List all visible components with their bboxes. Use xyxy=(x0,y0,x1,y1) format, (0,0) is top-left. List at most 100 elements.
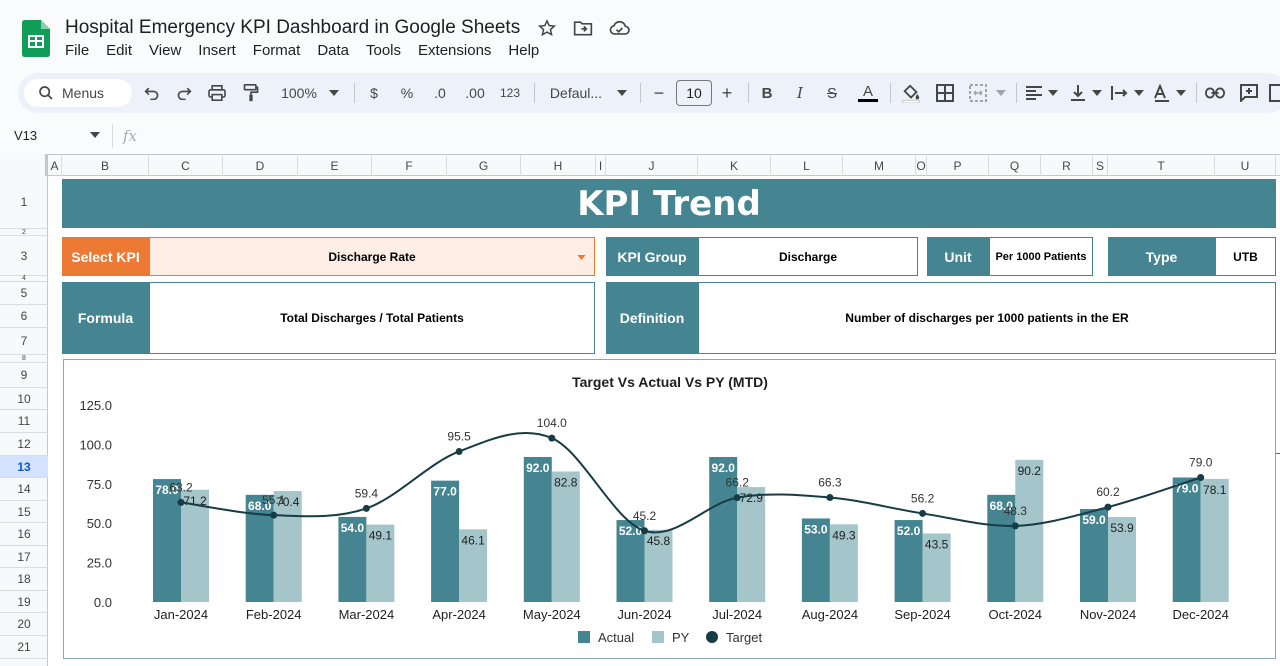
column-header[interactable]: L xyxy=(771,155,843,176)
zoom-select[interactable]: 100% xyxy=(281,85,317,101)
select-all-corner[interactable] xyxy=(0,154,48,176)
column-header[interactable]: K xyxy=(698,155,771,176)
menu-extensions[interactable]: Extensions xyxy=(418,42,492,59)
bold-button[interactable]: B xyxy=(761,84,773,102)
sheets-logo-icon[interactable] xyxy=(22,20,50,57)
rotation-chevron-down-icon[interactable] xyxy=(1174,73,1188,113)
decrease-decimal-button[interactable]: .0 xyxy=(434,85,446,101)
column-header[interactable]: J xyxy=(606,155,698,176)
menu-view[interactable]: View xyxy=(149,42,182,59)
menu-tools[interactable]: Tools xyxy=(366,42,402,59)
column-header[interactable]: T xyxy=(1108,155,1215,176)
row-header[interactable]: 20 xyxy=(0,613,48,636)
column-header[interactable]: M xyxy=(843,155,916,176)
column-header[interactable]: G xyxy=(447,155,521,176)
kpi-group-value[interactable]: Discharge xyxy=(698,237,918,276)
currency-format-button[interactable]: $ xyxy=(370,85,378,101)
increase-decimal-button[interactable]: .00 xyxy=(465,85,485,101)
valign-chevron-down-icon[interactable] xyxy=(1090,73,1104,113)
text-color-button[interactable]: A xyxy=(855,73,881,113)
number-format-button[interactable]: 123 xyxy=(499,86,521,100)
italic-button[interactable]: I xyxy=(797,84,803,102)
insert-comment-icon[interactable] xyxy=(1236,73,1262,113)
font-size-increase-button[interactable]: + xyxy=(721,82,733,103)
undo-icon[interactable] xyxy=(140,73,164,113)
vertical-align-icon[interactable] xyxy=(1066,73,1090,113)
text-wrapping-icon[interactable] xyxy=(1108,73,1132,113)
menu-help[interactable]: Help xyxy=(508,42,540,59)
menu-edit[interactable]: Edit xyxy=(106,42,133,59)
row-header[interactable]: 10 xyxy=(0,388,48,410)
column-header[interactable]: D xyxy=(223,155,298,176)
row-header[interactable]: 1 xyxy=(0,176,48,229)
insert-chart-icon[interactable] xyxy=(1268,73,1280,113)
row-header[interactable]: 12 xyxy=(0,433,48,456)
menu-insert[interactable]: Insert xyxy=(198,42,236,59)
menu-file[interactable]: File xyxy=(65,42,90,59)
paint-format-icon[interactable] xyxy=(239,73,263,113)
text-rotation-icon[interactable] xyxy=(1150,73,1174,113)
column-header[interactable]: O xyxy=(916,155,927,176)
row-header[interactable]: 3 xyxy=(0,236,48,276)
strikethrough-button[interactable]: S xyxy=(826,84,837,102)
column-header[interactable]: U xyxy=(1215,155,1276,176)
column-header[interactable]: H xyxy=(521,155,596,176)
row-header-selected[interactable]: 13 xyxy=(0,456,48,478)
column-header[interactable]: B xyxy=(62,155,149,176)
row-header[interactable]: 9 xyxy=(0,363,48,388)
row-header[interactable]: 2 xyxy=(0,229,48,236)
row-header[interactable]: 6 xyxy=(0,305,48,328)
row-header[interactable]: 4 xyxy=(0,275,48,282)
column-header[interactable]: A xyxy=(48,155,62,176)
row-header[interactable]: 19 xyxy=(0,591,48,613)
row-header[interactable]: 17 xyxy=(0,546,48,568)
row-header[interactable]: 14 xyxy=(0,478,48,501)
menu-format[interactable]: Format xyxy=(252,42,301,59)
name-box-chevron-down-icon[interactable] xyxy=(90,130,100,140)
row-header[interactable]: 8 xyxy=(0,355,48,363)
cloud-status-icon[interactable] xyxy=(608,17,630,39)
column-header[interactable]: C xyxy=(149,155,223,176)
column-header[interactable]: R xyxy=(1041,155,1093,176)
redo-icon[interactable] xyxy=(172,73,196,113)
column-header[interactable]: F xyxy=(372,155,447,176)
menus-search-button[interactable]: Menus xyxy=(24,79,132,107)
row-header[interactable]: 7 xyxy=(0,328,48,355)
dropdown-caret-icon[interactable] xyxy=(577,255,586,260)
zoom-chevron-down-icon[interactable] xyxy=(326,73,342,113)
percent-format-button[interactable]: % xyxy=(400,85,414,101)
column-header[interactable]: Q xyxy=(989,155,1041,176)
row-header[interactable]: 15 xyxy=(0,501,48,523)
type-value[interactable]: UTB xyxy=(1215,237,1276,276)
borders-icon[interactable] xyxy=(933,73,957,113)
definition-value[interactable]: Number of discharges per 1000 patients i… xyxy=(698,282,1276,354)
row-header[interactable]: 16 xyxy=(0,523,48,546)
font-family-select[interactable]: Defaul... xyxy=(549,85,603,101)
row-header[interactable]: 5 xyxy=(0,282,48,305)
row-header[interactable]: 11 xyxy=(0,410,48,433)
row-header[interactable]: 21 xyxy=(0,636,48,659)
move-folder-icon[interactable] xyxy=(572,17,594,39)
font-size-decrease-button[interactable]: − xyxy=(653,82,665,103)
row-header[interactable]: 18 xyxy=(0,568,48,591)
menu-data[interactable]: Data xyxy=(317,42,349,59)
column-header[interactable]: S xyxy=(1093,155,1108,176)
wrap-chevron-down-icon[interactable] xyxy=(1132,73,1146,113)
column-header[interactable]: E xyxy=(298,155,372,176)
unit-value[interactable]: Per 1000 Patients xyxy=(989,237,1093,276)
document-title[interactable]: Hospital Emergency KPI Dashboard in Goog… xyxy=(65,17,521,38)
merge-cells-icon[interactable] xyxy=(966,73,990,113)
name-box[interactable]: V13 xyxy=(14,128,38,143)
column-header[interactable]: P xyxy=(927,155,989,176)
font-chevron-down-icon[interactable] xyxy=(614,73,630,113)
select-kpi-dropdown[interactable]: Discharge Rate xyxy=(149,237,595,276)
kpi-chart[interactable]: Target Vs Actual Vs PY (MTD) 0.0 25.0 50.0 7… xyxy=(63,359,1276,659)
merge-chevron-down-icon[interactable] xyxy=(994,73,1008,113)
column-header[interactable]: I xyxy=(596,155,606,176)
print-icon[interactable] xyxy=(205,73,229,113)
formula-value[interactable]: Total Discharges / Total Patients xyxy=(149,282,595,354)
insert-link-icon[interactable] xyxy=(1202,73,1228,113)
kpi-trend-banner[interactable]: KPI Trend xyxy=(62,179,1276,228)
fill-color-icon[interactable] xyxy=(898,73,924,113)
font-size-input[interactable]: 10 xyxy=(676,80,712,106)
